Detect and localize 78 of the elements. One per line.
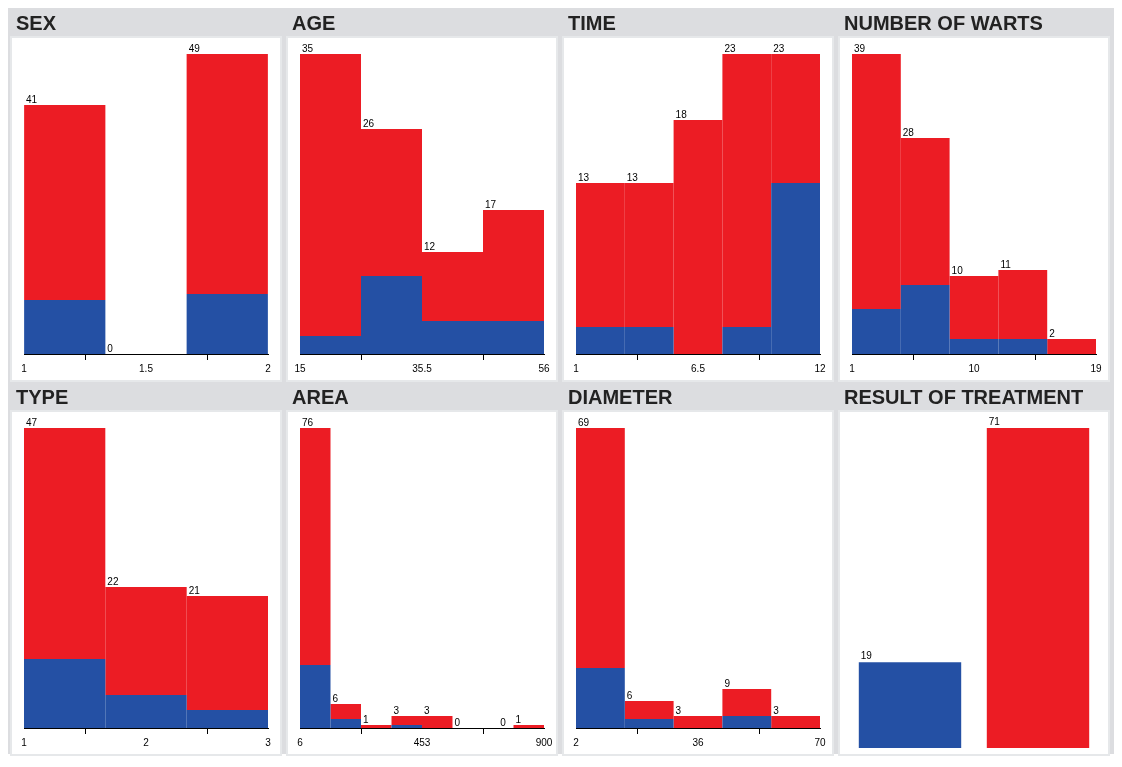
bar (24, 105, 106, 300)
annotation: 3 (675, 704, 682, 716)
annotation: 39 (854, 42, 866, 54)
chart-title: TIME (567, 11, 617, 36)
chart-title: TYPE (15, 385, 70, 410)
annotation: 6 (332, 692, 339, 704)
data-label: 71 (988, 415, 1001, 427)
x-tick-label: 35.5 (412, 362, 433, 374)
x-tick-label: 2 (265, 362, 272, 374)
annotation: 10 (951, 264, 964, 276)
annotation: 76 (302, 416, 314, 428)
bar (186, 54, 268, 294)
bar (391, 725, 422, 728)
x-tick-label: 3 (265, 736, 272, 748)
bar (1047, 339, 1096, 354)
annotation: 47 (26, 416, 38, 428)
chart-title: NUMBER OF WARTS (843, 11, 1044, 36)
x-tick-label: 1 (573, 362, 580, 374)
annotation: 22 (107, 575, 119, 587)
annotation: 49 (188, 42, 201, 54)
annotation: 28 (902, 126, 915, 138)
annotation: 0 (454, 716, 461, 728)
annotation: 35 (302, 42, 314, 54)
bar (330, 704, 361, 719)
annotation: 1 (363, 713, 369, 725)
annotation: 3 (424, 704, 430, 716)
x-tick-label: 70 (814, 736, 826, 748)
x-tick-label: 36 (692, 736, 704, 748)
bar (722, 689, 772, 716)
annotation: 26 (363, 117, 375, 129)
bar (186, 294, 268, 354)
x-tick-label: 453 (413, 736, 431, 748)
annotation: 2 (1049, 327, 1056, 339)
x-tick-label: 15 (294, 362, 306, 374)
bar (771, 716, 820, 728)
annotation: 69 (578, 416, 590, 428)
annotation: 0 (107, 342, 114, 354)
x-tick-label: 56 (538, 362, 550, 374)
annotation: 0 (500, 716, 507, 728)
annotation: 13 (578, 171, 590, 183)
annotation: 18 (675, 108, 688, 120)
annotation: 17 (485, 198, 497, 210)
annotation: 21 (188, 584, 201, 596)
annotation: 3 (393, 704, 400, 716)
annotation: 1 (515, 713, 522, 725)
x-tick-label: 900 (535, 736, 553, 748)
x-tick-label: 12 (814, 362, 826, 374)
bar (361, 725, 392, 728)
x-tick-label: 1 (21, 362, 28, 374)
x-tick-label: 19 (1090, 362, 1102, 374)
bar (576, 428, 625, 668)
annotation: 6 (626, 689, 633, 701)
chart-title: DIAMETER (567, 385, 674, 410)
x-tick-label: 6.5 (691, 362, 706, 374)
bar (24, 300, 106, 354)
x-tick-label: 1.5 (139, 362, 154, 374)
bar (722, 716, 772, 728)
x-tick-label: 2 (143, 736, 150, 748)
data-label: 19 (860, 650, 873, 662)
chart-title: AGE (291, 11, 337, 36)
annotation: 13 (626, 171, 639, 183)
annotation: 12 (424, 240, 436, 252)
chart-title: RESULT OF TREATMENT (843, 385, 1085, 410)
annotation: 9 (724, 677, 731, 689)
chart-title: SEX (15, 11, 58, 36)
x-tick-label: 6 (297, 736, 304, 748)
x-tick-label: 1 (849, 362, 856, 374)
annotation: 23 (724, 42, 736, 54)
bar (513, 725, 544, 728)
x-tick-label: 1 (21, 736, 28, 748)
annotation: 11 (1000, 258, 1012, 270)
x-tick-label: 10 (968, 362, 980, 374)
chart-title: AREA (291, 385, 350, 410)
bar (300, 428, 331, 665)
x-tick-label: 2 (573, 736, 580, 748)
annotation: 23 (773, 42, 785, 54)
annotation: 41 (26, 93, 38, 105)
annotation: 3 (773, 704, 780, 716)
